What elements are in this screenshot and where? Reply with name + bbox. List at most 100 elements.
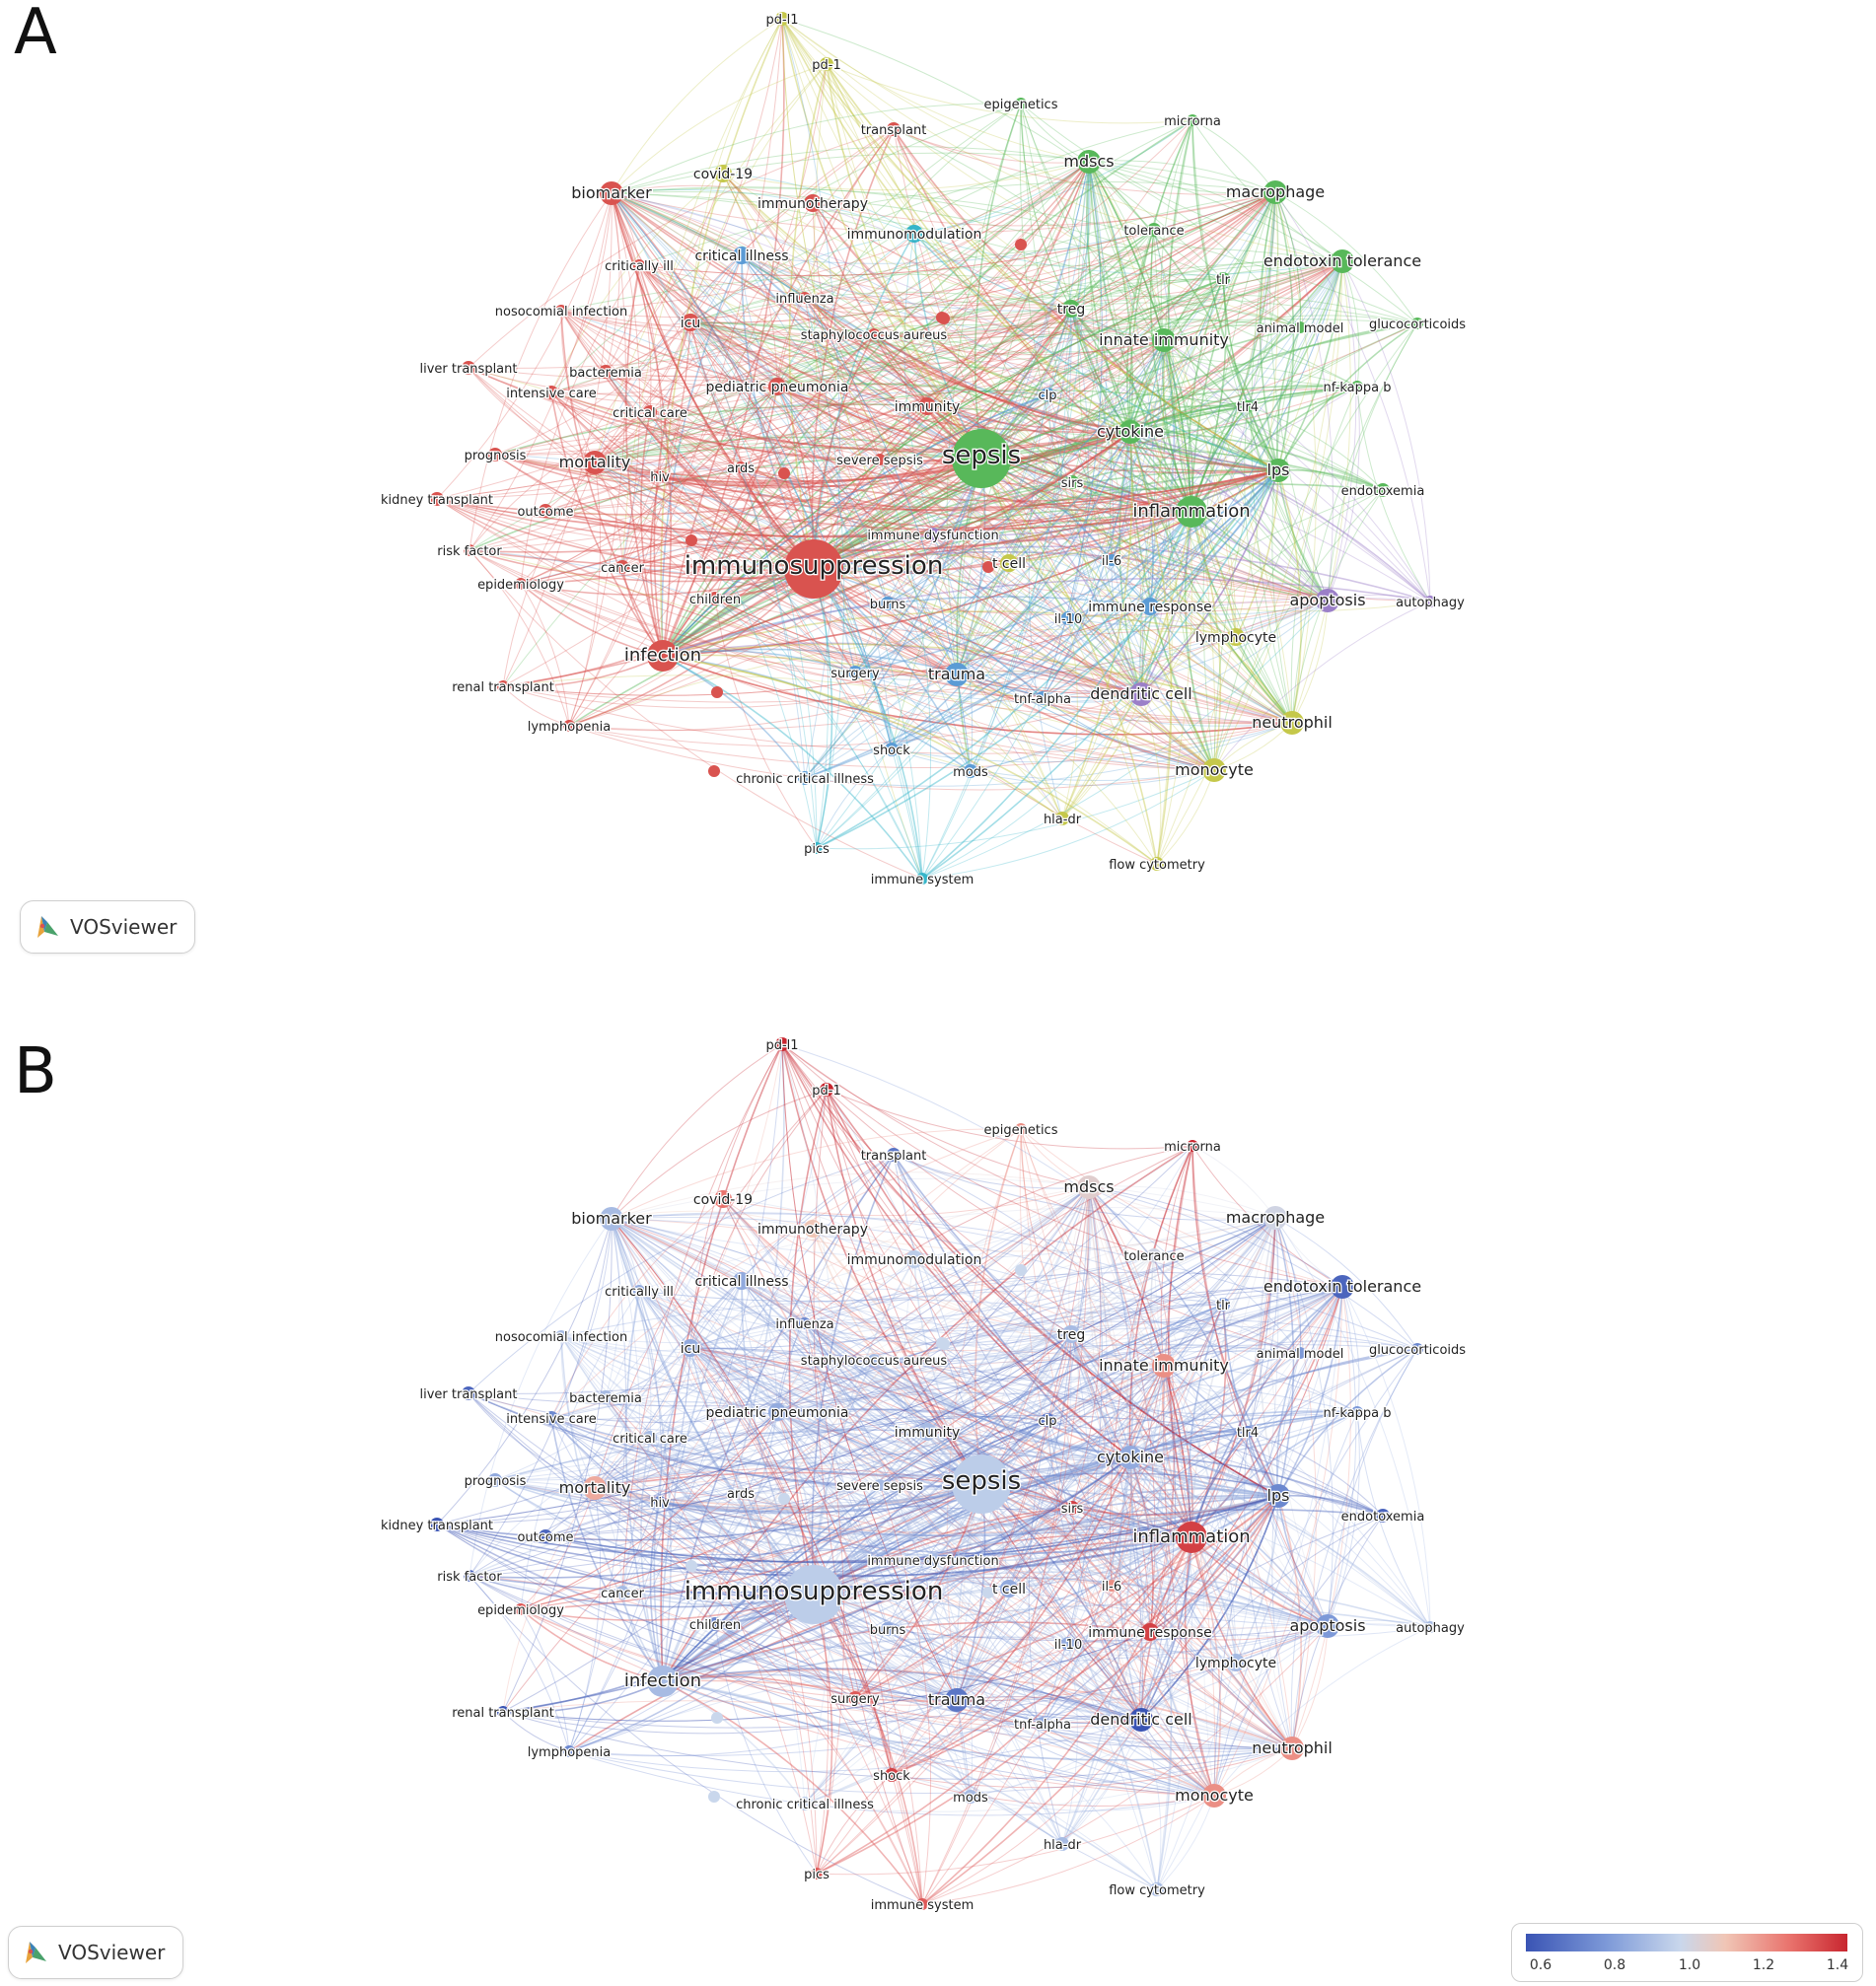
node-innate-immunity[interactable] [1152,328,1176,352]
node-immune-system[interactable] [916,1898,928,1910]
node-mdscs[interactable] [1077,150,1101,174]
node-immunomodulation[interactable] [905,1250,923,1268]
node-infection[interactable] [647,1666,679,1697]
node-sepsis[interactable] [952,429,1011,488]
node-critical-care[interactable] [643,405,657,419]
node-trauma[interactable] [945,663,969,686]
node-lps[interactable] [1266,1484,1290,1508]
node-shock[interactable] [885,1768,899,1782]
node-hiv[interactable] [654,470,666,482]
node-pediatric-pneumonia[interactable] [768,1403,786,1421]
node-dendritic-cell[interactable] [1129,1708,1153,1732]
node-neutrophil[interactable] [1280,1737,1304,1760]
node-apoptosis[interactable] [1316,589,1339,612]
node-treg[interactable] [1062,1325,1080,1343]
node-apoptosis[interactable] [1316,1614,1339,1638]
node-covid-19[interactable] [714,1190,732,1208]
node-tnf-alpha[interactable] [1036,1717,1049,1731]
node-prognosis[interactable] [488,1473,502,1487]
node-liver-transplant[interactable] [462,361,475,375]
node-animal-model[interactable] [1294,321,1306,333]
node-nosocomial-infection[interactable] [555,1330,567,1342]
node-critically-ill[interactable] [633,1285,645,1297]
node-children[interactable] [708,592,722,605]
node-trauma[interactable] [945,1688,969,1712]
node-renal-transplant[interactable] [497,680,509,692]
node-nf-kappa-b[interactable] [1351,1406,1363,1418]
node-pd-l1[interactable] [775,1037,789,1051]
node-ards[interactable] [735,461,747,473]
node-immunosuppression[interactable] [784,539,843,599]
node-influenza[interactable] [799,292,811,304]
node-animal-model[interactable] [1294,1347,1306,1359]
node-immunotherapy[interactable] [804,194,822,212]
node-icu[interactable] [682,1339,699,1357]
node-macrophage[interactable] [1263,1206,1287,1230]
node-icu[interactable] [682,314,699,331]
node-t-cell[interactable] [1000,1580,1018,1597]
node-immunity[interactable] [918,1423,936,1441]
node-shock[interactable] [885,743,899,756]
node-risk-factor[interactable] [464,544,475,556]
node-endotoxemia[interactable] [1376,1509,1390,1523]
node-immune-response[interactable] [1141,1623,1159,1641]
node-liver-transplant[interactable] [462,1386,475,1400]
node-microrna[interactable] [1187,1140,1198,1152]
node-inflammation[interactable] [1176,1522,1207,1553]
node-il-10[interactable] [1061,611,1075,625]
node-flow-cytometry[interactable] [1150,857,1164,871]
node-burns[interactable] [881,597,895,610]
node-cancer[interactable] [615,560,629,574]
node-pd-1[interactable] [820,57,833,71]
node-chronic-critical-illness[interactable] [798,771,812,785]
node-il-10[interactable] [1061,1637,1075,1651]
node-staphylococcus-aureus[interactable] [868,1354,880,1366]
node-lymphopenia[interactable] [563,1745,575,1757]
node-hla-dr[interactable] [1055,812,1069,825]
node-mortality[interactable] [583,451,607,474]
node-tnf-alpha[interactable] [1036,691,1049,705]
node-critical-care[interactable] [643,1431,657,1445]
node-monocyte[interactable] [1202,1784,1226,1808]
node-intensive-care[interactable] [544,1411,558,1425]
node-mdscs[interactable] [1077,1175,1101,1199]
node-epidemiology[interactable] [515,578,527,590]
node-severe-sepsis[interactable] [874,1479,886,1491]
node-endotoxemia[interactable] [1376,483,1390,497]
node-clp[interactable] [1041,388,1054,401]
node-pediatric-pneumonia[interactable] [768,378,786,395]
node-risk-factor[interactable] [464,1570,475,1582]
node-cytokine[interactable] [1118,420,1142,444]
node-critically-ill[interactable] [633,259,645,271]
node-transplant[interactable] [887,122,901,136]
node-glucocorticoids[interactable] [1411,1343,1423,1355]
node-children[interactable] [708,1617,722,1631]
node-tlr4[interactable] [1242,1426,1254,1438]
node-autophagy[interactable] [1424,596,1436,607]
node-biomarker[interactable] [600,181,623,205]
node-hiv[interactable] [654,1496,666,1508]
node-staphylococcus-aureus[interactable] [868,328,880,340]
node-dendritic-cell[interactable] [1129,682,1153,706]
node-renal-transplant[interactable] [497,1706,509,1718]
node-neutrophil[interactable] [1280,711,1304,735]
node-immune-dysfunction[interactable] [926,528,940,541]
node-epigenetics[interactable] [1015,1123,1027,1135]
node-bacteremia[interactable] [599,365,613,379]
node-tolerance[interactable] [1147,1248,1161,1262]
node-endotoxin-tolerance[interactable] [1331,1275,1354,1299]
node-autophagy[interactable] [1424,1621,1436,1633]
node-chronic-critical-illness[interactable] [798,1797,812,1810]
node-epigenetics[interactable] [1015,98,1027,109]
node-bacteremia[interactable] [599,1390,613,1404]
node-glucocorticoids[interactable] [1411,318,1423,329]
node-outcome[interactable] [539,504,552,518]
node-flow-cytometry[interactable] [1150,1882,1164,1896]
node-microrna[interactable] [1187,114,1198,126]
node-tlr[interactable] [1216,1298,1230,1312]
node-infection[interactable] [647,640,679,672]
node-nosocomial-infection[interactable] [555,305,567,317]
node-sirs[interactable] [1065,475,1079,489]
node-lymphocyte[interactable] [1227,1654,1245,1671]
node-epidemiology[interactable] [515,1603,527,1615]
